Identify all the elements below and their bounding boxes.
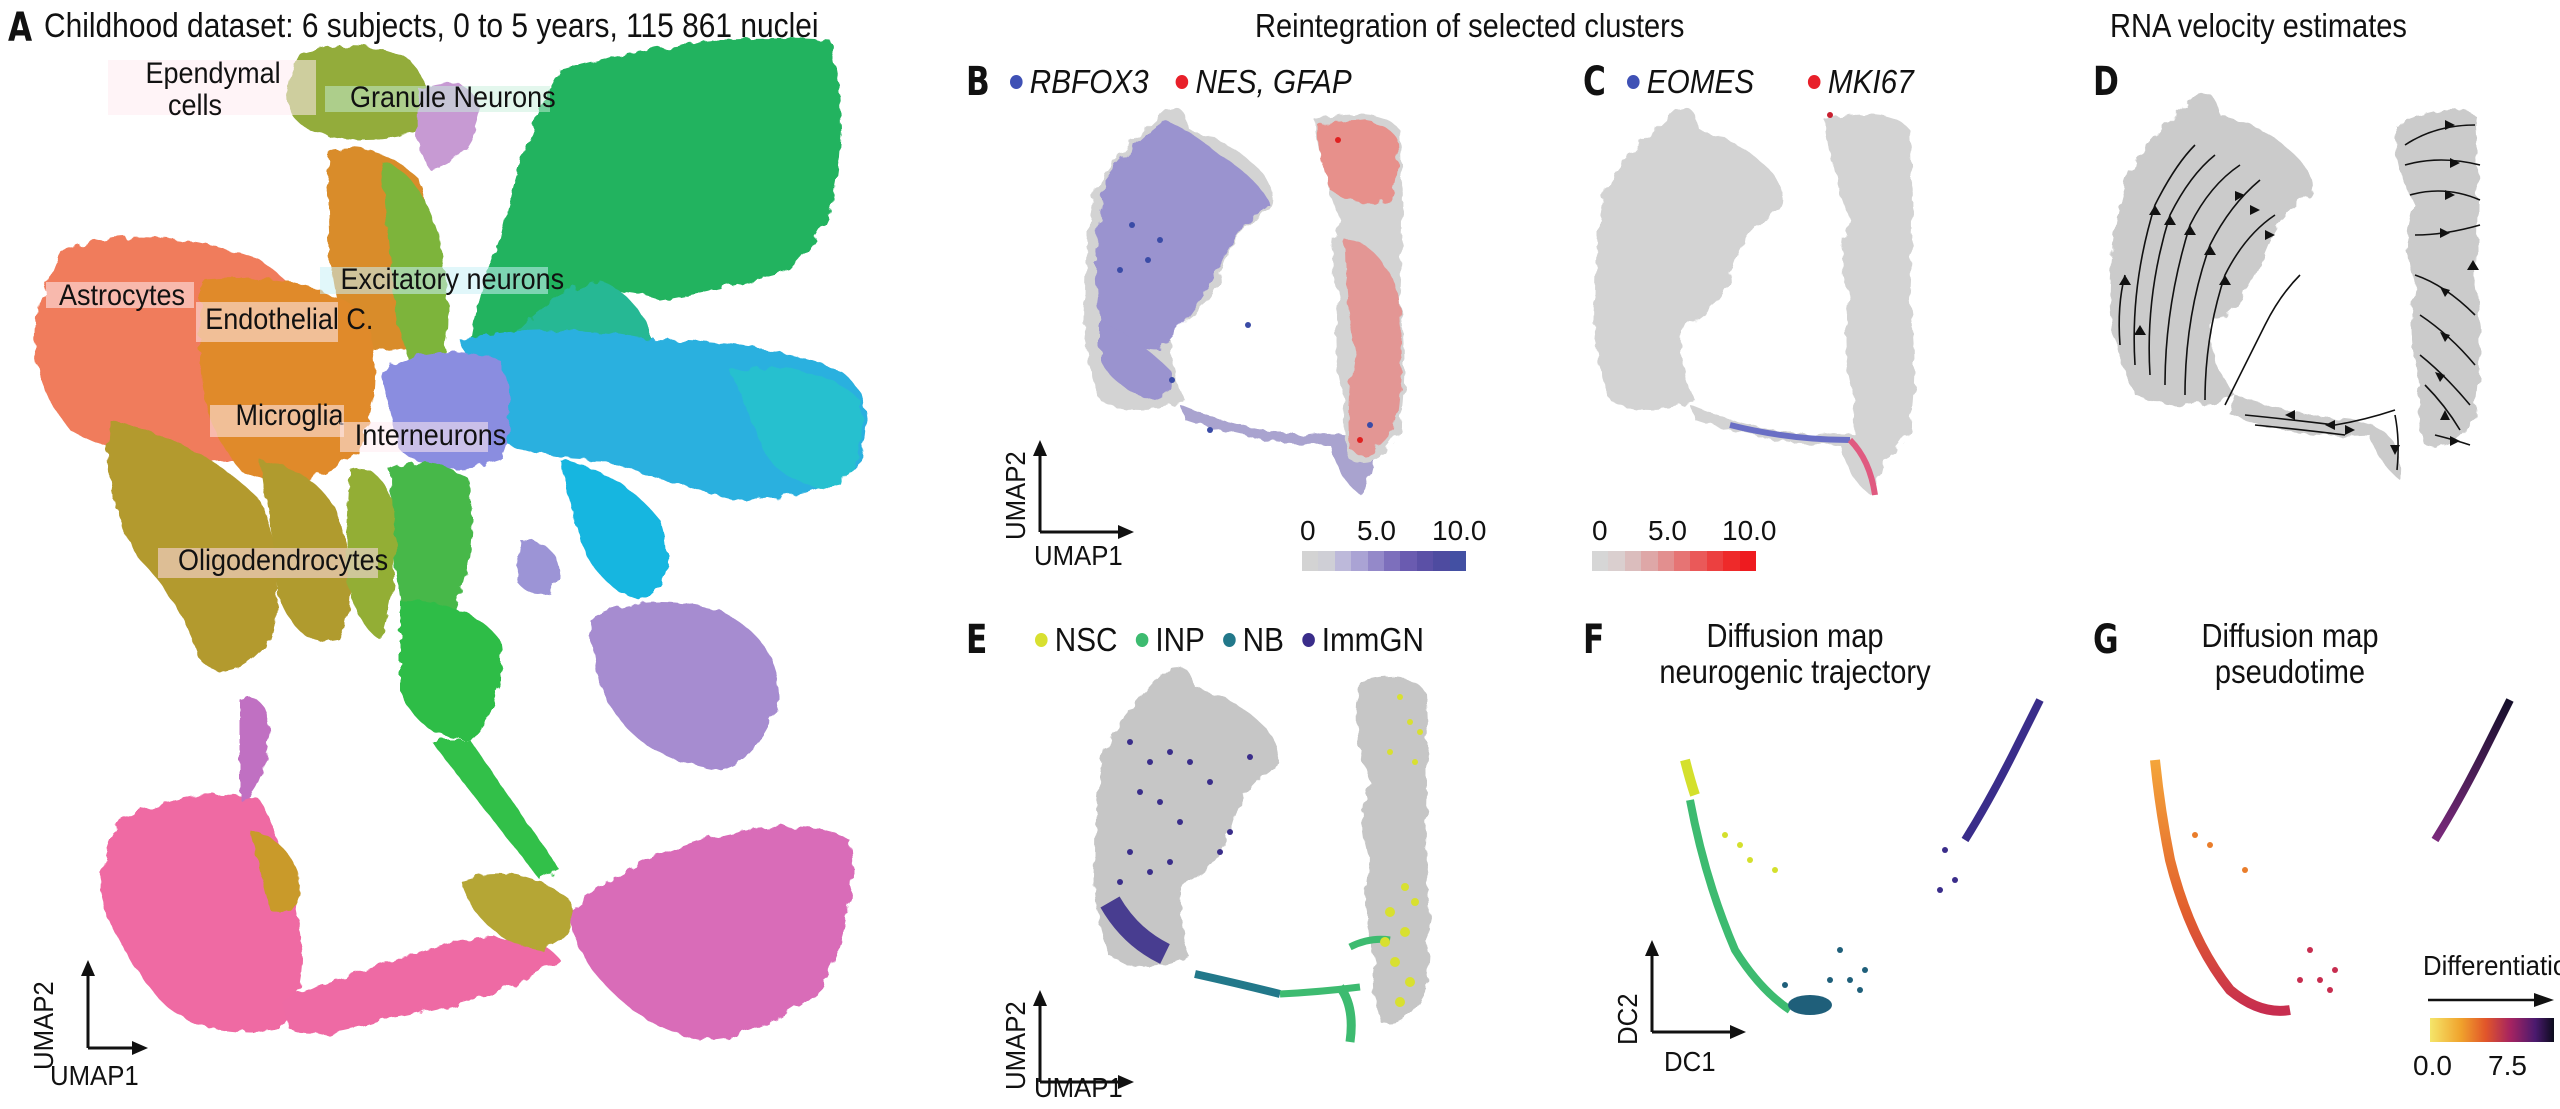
label-bg-ependymal xyxy=(108,60,316,115)
panel-g-colorbar-label: Differentiation xyxy=(2423,950,2560,981)
b-cbar-tick-10: 10.0 xyxy=(1432,515,1487,546)
g-cbar-tick-7-5: 7.5 xyxy=(2488,1050,2527,1081)
legend-item-mki67: MKI67 xyxy=(1808,63,1914,101)
label-bg-oligodendrocytes xyxy=(158,548,378,578)
panel-f-y-axis-label: DC2 xyxy=(1612,993,1643,1045)
legend-item-inp: INP xyxy=(1135,621,1205,659)
c-cbar-tick-10: 10.0 xyxy=(1722,515,1777,546)
c-cbar-tick-0: 0 xyxy=(1592,515,1608,546)
label-bg-interneurons xyxy=(340,422,488,452)
label-bg-endothelial xyxy=(196,302,338,342)
legend-dot-red-icon xyxy=(1808,75,1821,89)
panel-a-axes xyxy=(81,960,148,1055)
panel-f-title: Diffusion map neurogenic trajectory xyxy=(1650,617,1940,691)
panel-f-title-line2: neurogenic trajectory xyxy=(1659,653,1931,691)
panel-b-colorbar xyxy=(1302,551,1467,571)
legend-label-immgn: ImmGN xyxy=(1321,621,1424,658)
panel-e-umap-plot xyxy=(1094,666,1430,1043)
legend-dot-blue-icon xyxy=(1627,75,1640,89)
panel-e-legend: NSC INP NB ImmGN xyxy=(1035,620,1451,660)
legend-label-nb: NB xyxy=(1242,621,1284,658)
legend-dot-green-icon xyxy=(1135,633,1149,647)
panel-g-pseudotime-plot xyxy=(2150,698,2514,1016)
panel-a-title: Childhood dataset: 6 subjects, 0 to 5 ye… xyxy=(44,7,819,45)
panel-c-legend: EOMES MKI67 xyxy=(1627,62,1941,102)
legend-item-eomes: EOMES xyxy=(1627,63,1754,101)
panel-f-diffusion-plot xyxy=(1680,698,2044,1015)
legend-item-immgn: ImmGN xyxy=(1301,621,1424,659)
cluster-label-ependymal-line1: Ependymal xyxy=(145,57,281,90)
legend-label-nsc: NSC xyxy=(1054,621,1118,658)
panel-b-umap-plot xyxy=(1084,107,1405,495)
panel-c-colorbar xyxy=(1592,551,1757,571)
legend-item-nes-gfap: NES, GFAP xyxy=(1175,63,1352,101)
panel-letter-a: A xyxy=(8,5,33,51)
panel-letter-f: F xyxy=(1583,617,1605,663)
panel-b-axes xyxy=(1033,440,1134,539)
panel-g-title-line2: pseudotime xyxy=(2214,653,2366,691)
legend-label-mki67: MKI67 xyxy=(1827,63,1914,100)
cluster-label-ependymal: Ependymal cells xyxy=(145,57,281,122)
legend-label-nes-gfap: NES, GFAP xyxy=(1195,63,1352,100)
panel-a-x-axis-label: UMAP1 xyxy=(50,1060,139,1091)
label-bg-astrocytes xyxy=(46,282,194,308)
panel-b-legend: RBFOX3 NES, GFAP xyxy=(1010,62,1379,102)
b-cbar-tick-5: 5.0 xyxy=(1357,515,1396,546)
cluster-label-interneurons: Interneurons xyxy=(354,419,507,452)
header-rna-velocity: RNA velocity estimates xyxy=(2110,7,2407,44)
label-bg-microglia xyxy=(210,405,344,437)
panel-letter-e: E xyxy=(966,617,988,663)
panel-g-title-line1: Diffusion map xyxy=(2201,617,2379,654)
legend-dot-yellow-icon xyxy=(1035,633,1048,647)
cluster-label-granule-neurons: Granule Neurons xyxy=(350,81,556,114)
b-cbar-tick-0: 0 xyxy=(1300,515,1316,546)
panel-c-umap-plot xyxy=(1594,107,1915,496)
panel-d-velocity-plot xyxy=(2109,92,2481,480)
cluster-label-excitatory-neurons: Excitatory neurons xyxy=(340,263,565,296)
panel-f-x-axis-label: DC1 xyxy=(1664,1046,1716,1077)
legend-dot-indigo-icon xyxy=(1301,633,1315,647)
panel-letter-g: G xyxy=(2093,617,2119,663)
panel-letter-d: D xyxy=(2093,59,2119,105)
header-reintegration: Reintegration of selected clusters xyxy=(1255,7,1685,44)
panel-f-title-line1: Diffusion map xyxy=(1706,617,1884,654)
label-bg-granule xyxy=(325,86,550,112)
cluster-label-endothelial: Endothelial C. xyxy=(205,303,374,336)
panel-a-y-axis-label: UMAP2 xyxy=(28,981,59,1070)
panel-e-axes xyxy=(1033,990,1134,1089)
legend-dot-teal-icon xyxy=(1222,633,1236,647)
legend-item-rbfox3: RBFOX3 xyxy=(1010,63,1149,101)
legend-label-inp: INP xyxy=(1155,621,1205,658)
panel-letter-b: B xyxy=(966,59,990,105)
legend-item-nsc: NSC xyxy=(1035,621,1118,659)
legend-label-rbfox3: RBFOX3 xyxy=(1029,63,1149,100)
panel-letter-c: C xyxy=(1583,59,1606,105)
legend-label-eomes: EOMES xyxy=(1646,63,1755,100)
cluster-label-astrocytes: Astrocytes xyxy=(59,279,186,312)
panel-b-x-axis-label: UMAP1 xyxy=(1034,540,1123,571)
differentiation-arrow-icon xyxy=(2428,993,2554,1007)
panel-e-y-axis-label: UMAP2 xyxy=(1000,1001,1031,1090)
c-cbar-tick-5: 5.0 xyxy=(1648,515,1687,546)
panel-g-title: Diffusion map pseudotime xyxy=(2176,617,2405,691)
legend-dot-blue-icon xyxy=(1010,75,1023,89)
g-cbar-tick-0: 0.0 xyxy=(2413,1050,2452,1081)
panel-a-umap-plot xyxy=(34,38,867,1040)
legend-item-nb: NB xyxy=(1222,621,1284,659)
cluster-label-ependymal-line2: cells xyxy=(167,88,222,122)
cluster-label-oligodendrocytes: Oligodendrocytes xyxy=(178,544,389,577)
cluster-label-microglia: Microglia xyxy=(235,399,344,432)
panel-g-colorbar xyxy=(2430,1018,2554,1042)
panel-f-axes xyxy=(1645,940,1746,1039)
label-bg-excitatory xyxy=(320,267,548,294)
panel-b-y-axis-label: UMAP2 xyxy=(1000,451,1031,540)
legend-dot-red-icon xyxy=(1175,75,1189,89)
panel-e-x-axis-label: UMAP1 xyxy=(1034,1072,1123,1103)
